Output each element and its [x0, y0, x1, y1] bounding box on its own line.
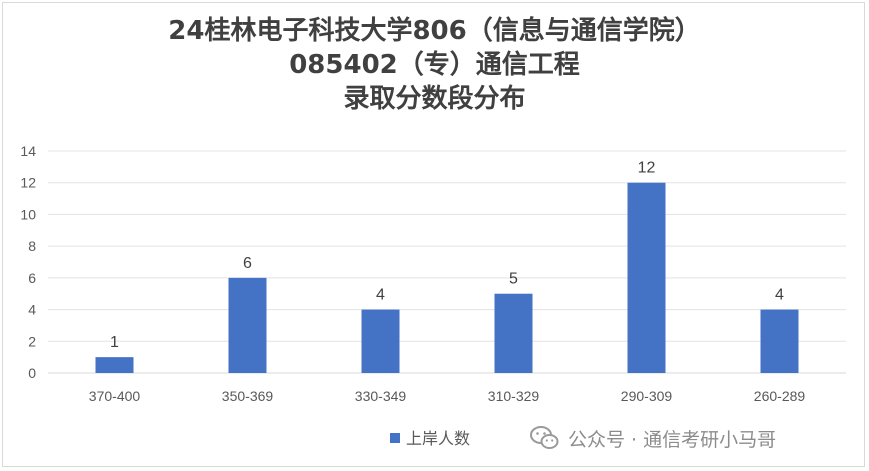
data-label-370-400: 1: [110, 334, 119, 351]
bar-350-369: [228, 277, 267, 373]
data-label-310-329: 5: [509, 271, 518, 288]
data-label-330-349: 4: [376, 287, 385, 304]
y-tick-label: 6: [28, 270, 36, 286]
chart-title-line-1: 24桂林电子科技大学806（信息与通信学院）: [168, 16, 701, 46]
legend-swatch: [390, 433, 400, 443]
bar-290-309: [627, 182, 666, 373]
bar-370-400: [95, 357, 134, 373]
y-tick-label: 4: [28, 302, 36, 318]
y-tick-label: 10: [20, 206, 36, 222]
y-tick-label: 12: [20, 175, 36, 191]
chart-title-line-2: 085402（专）通信工程: [289, 50, 580, 80]
x-tick-label: 310-329: [488, 388, 540, 404]
data-label-350-369: 6: [243, 255, 252, 272]
bar-layer: [95, 182, 799, 373]
watermark: 公众号 · 通信考研小马哥: [530, 424, 776, 452]
watermark-text: 公众号 · 通信考研小马哥: [568, 428, 777, 451]
x-tick-label: 370-400: [89, 388, 141, 404]
y-axis-ticks: 0 2 4 6 8 10 12 14: [20, 143, 36, 381]
y-tick-label: 2: [28, 333, 36, 349]
bar-310-329: [494, 293, 533, 373]
y-tick-label: 0: [28, 365, 36, 381]
data-label-260-289: 4: [775, 287, 784, 304]
grid-layer: [48, 150, 846, 374]
legend-label: 上岸人数: [406, 429, 470, 448]
y-tick-label: 14: [20, 143, 36, 159]
x-tick-label: 290-309: [621, 388, 673, 404]
bar-330-349: [361, 309, 400, 373]
y-tick-label: 8: [28, 238, 36, 254]
x-tick-label: 260-289: [754, 388, 806, 404]
x-axis-ticks: 370-400 350-369 330-349 310-329 290-309 260-2…: [89, 388, 806, 404]
data-label-290-309: 12: [638, 160, 656, 177]
x-tick-label: 330-349: [355, 388, 407, 404]
bar-260-289: [760, 309, 799, 373]
chart-title: 24桂林电子科技大学806（信息与通信学院） 085402（专）通信工程 录取分…: [0, 14, 869, 116]
wechat-icon: [530, 426, 559, 449]
x-tick-label: 350-369: [222, 388, 274, 404]
chart-title-line-3: 录取分数段分布: [343, 84, 526, 114]
legend: 上岸人数: [390, 429, 470, 448]
data-label-layer: 1 6 4 5 12 4: [110, 160, 784, 351]
